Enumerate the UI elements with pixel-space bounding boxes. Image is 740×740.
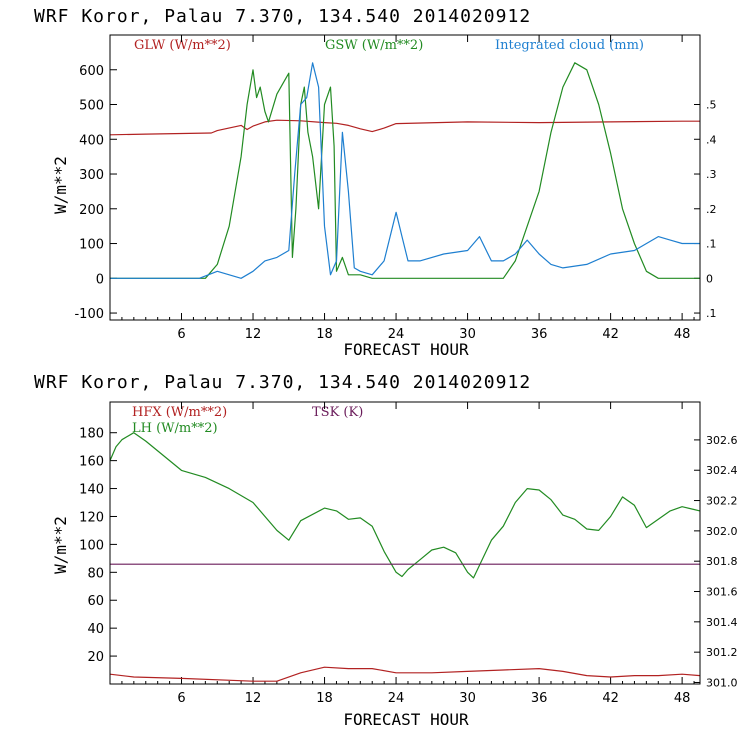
- bottom-x-axis-label: FORECAST HOUR: [343, 710, 469, 729]
- top-x-tick-label: 12: [245, 327, 262, 342]
- top-legend-glw: GLW (W/m**2): [134, 38, 231, 53]
- bottom-y2-tick-label: 302.0: [706, 525, 738, 538]
- top-y-axis-label: W/m**2: [51, 156, 70, 214]
- bottom-chart-title: WRF Koror, Palau 7.370, 134.540 20140209…: [34, 372, 531, 393]
- bottom-y2-tick-label: 302.2: [706, 495, 738, 508]
- bottom-y2-tick-label: 302.4: [706, 464, 738, 477]
- bottom-series-line-1: [109, 432, 701, 579]
- bottom-x-tick-label: 30: [459, 691, 476, 706]
- top-y2-tick-label: .1: [706, 238, 717, 251]
- top-y-tick-label: 500: [79, 99, 104, 114]
- top-y2-tick-label: .3: [706, 168, 717, 181]
- top-y2-tick-label: .1: [706, 307, 717, 320]
- top-series-line-1: [110, 62, 700, 279]
- bottom-legend-lh: LH (W/m**2): [132, 421, 218, 436]
- top-x-tick-label: 36: [531, 327, 548, 342]
- top-plot-frame: [109, 34, 701, 321]
- bottom-y-tick-label: 160: [79, 455, 104, 470]
- bottom-y-tick-label: 60: [87, 594, 104, 609]
- bottom-x-tick-label: 18: [316, 691, 333, 706]
- bottom-x-tick-label: 6: [177, 691, 185, 706]
- top-x-tick-label: 24: [388, 327, 405, 342]
- bottom-x-tick-label: 24: [388, 691, 405, 706]
- bottom-y-tick-label: 120: [79, 510, 104, 525]
- bottom-y-tick-label: 20: [87, 650, 104, 665]
- bottom-x-tick-label: 42: [602, 691, 619, 706]
- top-x-tick-label: 48: [674, 327, 691, 342]
- bottom-legend-hfx: HFX (W/m**2): [132, 405, 227, 420]
- top-x-tick-label: 42: [602, 327, 619, 342]
- top-legend-gsw: GSW (W/m**2): [325, 38, 423, 53]
- top-legend-cloud: Integrated cloud (mm): [495, 38, 644, 53]
- bottom-legend-tsk: TSK (K): [312, 405, 363, 420]
- top-y2-tick-label: .4: [706, 133, 717, 146]
- top-x-tick-label: 18: [316, 327, 333, 342]
- top-series-line-0: [109, 119, 700, 136]
- bottom-y2-tick-label: 301.2: [706, 646, 738, 659]
- bottom-y-tick-label: 80: [87, 566, 104, 581]
- bottom-y2-tick-label: 301.4: [706, 616, 738, 629]
- top-y-tick-label: 100: [79, 238, 104, 253]
- top-x-axis-label: FORECAST HOUR: [343, 340, 469, 359]
- top-y-tick-label: -100: [74, 307, 104, 322]
- top-chart: WRF Koror, Palau 7.370, 134.540 20140209…: [34, 6, 717, 359]
- bottom-y2-tick-label: 302.6: [706, 434, 738, 447]
- bottom-y-tick-label: 40: [87, 622, 104, 637]
- top-y-tick-label: 300: [79, 168, 104, 183]
- bottom-series-line-0: [109, 666, 701, 682]
- bottom-y-tick-label: 180: [79, 427, 104, 442]
- top-y-tick-label: 200: [79, 203, 104, 218]
- bottom-x-tick-label: 36: [531, 691, 548, 706]
- top-x-tick-label: 6: [177, 327, 185, 342]
- bottom-y2-tick-label: 301.0: [706, 676, 738, 689]
- bottom-y2-tick-label: 301.6: [706, 586, 738, 599]
- bottom-chart: WRF Koror, Palau 7.370, 134.540 20140209…: [34, 372, 738, 729]
- top-y-tick-label: 0: [96, 272, 104, 287]
- top-y2-tick-label: 0: [706, 272, 713, 285]
- bottom-x-tick-label: 12: [245, 691, 262, 706]
- top-y-tick-label: 600: [79, 64, 104, 79]
- top-y-tick-label: 400: [79, 133, 104, 148]
- bottom-y-tick-label: 100: [79, 538, 104, 553]
- top-y2-tick-label: .2: [706, 203, 717, 216]
- bottom-x-tick-label: 48: [674, 691, 691, 706]
- bottom-y-tick-label: 140: [79, 483, 104, 498]
- bottom-y2-tick-label: 301.8: [706, 555, 738, 568]
- top-x-tick-label: 30: [459, 327, 476, 342]
- top-y2-tick-label: .5: [706, 99, 717, 112]
- top-series-line-2: [110, 62, 700, 279]
- bottom-y-axis-label: W/m**2: [51, 516, 70, 574]
- top-chart-title: WRF Koror, Palau 7.370, 134.540 20140209…: [34, 6, 531, 27]
- bottom-plot-frame: [109, 401, 701, 685]
